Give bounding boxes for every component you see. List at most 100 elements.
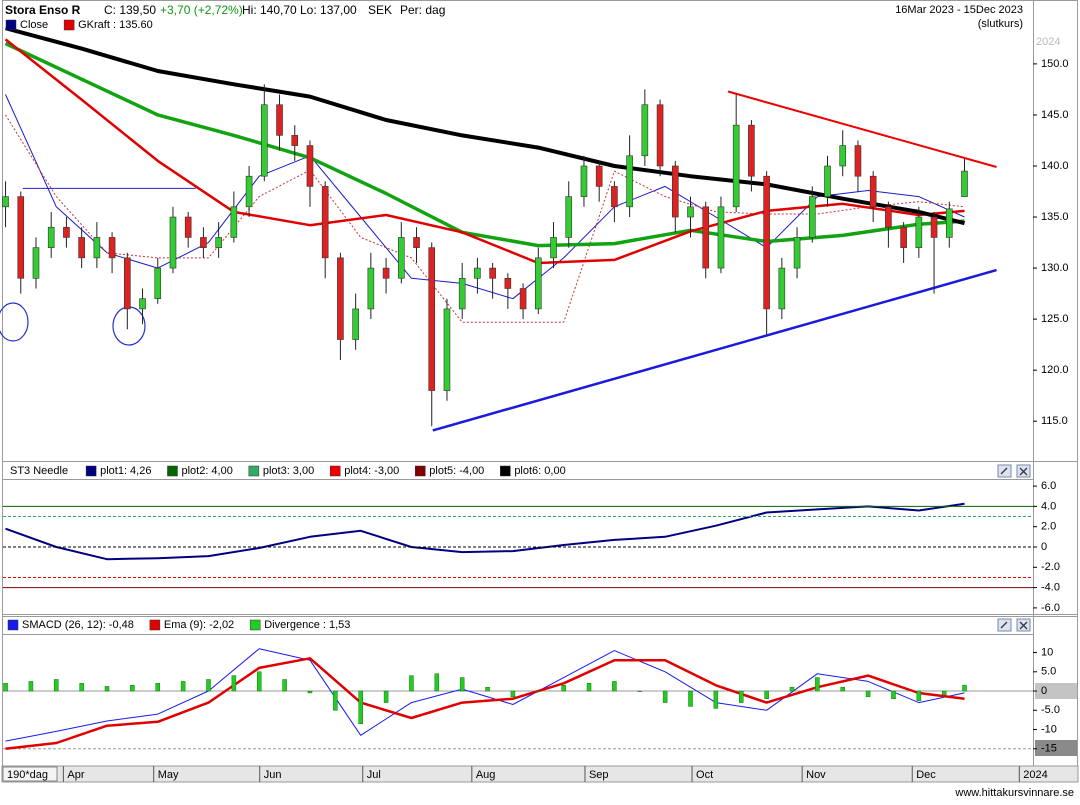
legend-label: Close bbox=[20, 19, 48, 31]
quote-period: Per: dag bbox=[400, 3, 445, 17]
x-tick-label: Jul bbox=[367, 769, 381, 781]
histogram-bar bbox=[662, 690, 668, 703]
candle-body bbox=[63, 226, 70, 238]
price-basis: (slutkurs) bbox=[978, 18, 1023, 30]
histogram-bar bbox=[3, 683, 8, 692]
histogram-bar bbox=[333, 690, 338, 711]
legend-swatch bbox=[500, 465, 511, 477]
quote-change: +3,70 (+2,72%) bbox=[160, 3, 243, 17]
y-tick-label: -6.0 bbox=[1041, 602, 1060, 614]
indicator-line bbox=[432, 268, 997, 432]
histogram-bar bbox=[962, 684, 967, 692]
candle-body bbox=[702, 206, 710, 269]
candle-body bbox=[626, 155, 633, 208]
y-tick-label: 2.0 bbox=[1041, 521, 1056, 533]
candle-body bbox=[945, 208, 953, 238]
candle-body bbox=[124, 257, 131, 310]
legend-label: Divergence : 1,53 bbox=[264, 619, 350, 631]
candle-body bbox=[32, 247, 40, 279]
candle-body bbox=[458, 277, 466, 310]
legend-label: plot1: 4,26 bbox=[100, 465, 151, 477]
histogram-bar bbox=[28, 681, 34, 692]
histogram-bar bbox=[180, 681, 186, 692]
quote-close: C: 139,50 bbox=[104, 3, 156, 17]
candle-body bbox=[306, 145, 314, 187]
candle-body bbox=[382, 267, 390, 279]
stock-name: Stora Enso R bbox=[5, 3, 81, 17]
y-tick-label: 4.0 bbox=[1041, 500, 1056, 512]
histogram-bar bbox=[815, 677, 820, 692]
legend-swatch bbox=[85, 465, 97, 477]
panel-tools[interactable] bbox=[997, 464, 1031, 632]
y-tick-label: 120.0 bbox=[1041, 364, 1069, 376]
histogram-bar bbox=[358, 690, 363, 724]
y-tick-label: 135.0 bbox=[1041, 211, 1069, 223]
candle-body bbox=[261, 104, 268, 177]
histogram-bar bbox=[764, 690, 769, 699]
legend-label: SMACD (26, 12): -0,48 bbox=[22, 619, 134, 631]
candle-body bbox=[489, 267, 496, 279]
legend-label: plot4: -3,00 bbox=[344, 465, 399, 477]
candle-body bbox=[337, 257, 344, 340]
candle-body bbox=[580, 165, 588, 197]
candle-body bbox=[321, 186, 329, 259]
y-tick-label: 150.0 bbox=[1041, 58, 1069, 70]
current-value-box bbox=[1035, 683, 1077, 699]
x-tick-label: May bbox=[158, 769, 179, 781]
candle-body bbox=[839, 145, 847, 167]
quote-currency: SEK bbox=[368, 3, 392, 17]
histogram-bar bbox=[739, 690, 744, 703]
legend-label: plot3: 3,00 bbox=[263, 465, 314, 477]
histogram-bar bbox=[536, 690, 541, 692]
x-tick-label: Dec bbox=[916, 769, 936, 781]
histogram-bar bbox=[54, 679, 59, 692]
period-box bbox=[2, 766, 58, 782]
legend-swatch bbox=[167, 465, 178, 477]
candle-body bbox=[291, 135, 299, 146]
level-box bbox=[1035, 740, 1077, 756]
histogram-bar bbox=[789, 686, 795, 692]
y-tick-label: -2.0 bbox=[1041, 561, 1060, 573]
plot-area bbox=[2, 26, 997, 432]
histogram-bar bbox=[231, 675, 237, 692]
candle-body bbox=[154, 267, 162, 300]
legend-swatch bbox=[149, 619, 161, 631]
candle-body bbox=[93, 237, 101, 259]
histogram-bar bbox=[307, 690, 313, 694]
candle-body bbox=[2, 196, 9, 208]
y-tick-label: -5.0 bbox=[1041, 704, 1060, 716]
legend-title: ST3 Needle bbox=[10, 465, 68, 477]
x-tick-label: Jun bbox=[264, 769, 282, 781]
histogram-bar bbox=[612, 681, 617, 692]
x-tick-label: 2024 bbox=[1023, 769, 1047, 781]
histogram-bar bbox=[916, 690, 922, 701]
histogram-bar bbox=[383, 690, 389, 703]
candle-body bbox=[565, 196, 573, 238]
x-tick-label: Nov bbox=[806, 769, 826, 781]
legend-label: plot5: -4,00 bbox=[429, 465, 484, 477]
candle-body bbox=[778, 267, 786, 310]
date-range: 16Mar 2023 - 15Dec 2023 bbox=[895, 4, 1023, 16]
histogram-bar bbox=[130, 685, 135, 692]
candle-body bbox=[900, 226, 907, 248]
histogram-bar bbox=[688, 690, 693, 707]
indicator-line bbox=[4, 41, 965, 248]
quote-low: Lo: 137,00 bbox=[300, 3, 357, 17]
candle-body bbox=[763, 175, 770, 310]
year-watermark: 2024 bbox=[1036, 36, 1060, 48]
histogram-bar bbox=[891, 690, 896, 699]
legend-label: plot6: 0,00 bbox=[514, 465, 565, 477]
candle-body bbox=[550, 237, 557, 259]
y-tick-label: 115.0 bbox=[1041, 415, 1068, 427]
histogram-bar bbox=[713, 690, 719, 709]
candle-body bbox=[915, 216, 923, 248]
candle-body bbox=[367, 267, 375, 310]
histogram-bar bbox=[637, 690, 643, 692]
candle-body bbox=[808, 196, 816, 238]
histogram-bar bbox=[104, 686, 110, 692]
footer-url: www.hittakursvinnare.se bbox=[954, 787, 1074, 799]
legend-label: plot2: 4,00 bbox=[181, 465, 232, 477]
legend-swatch bbox=[63, 19, 75, 31]
candle-body bbox=[398, 237, 405, 279]
histogram-bar bbox=[79, 683, 84, 692]
